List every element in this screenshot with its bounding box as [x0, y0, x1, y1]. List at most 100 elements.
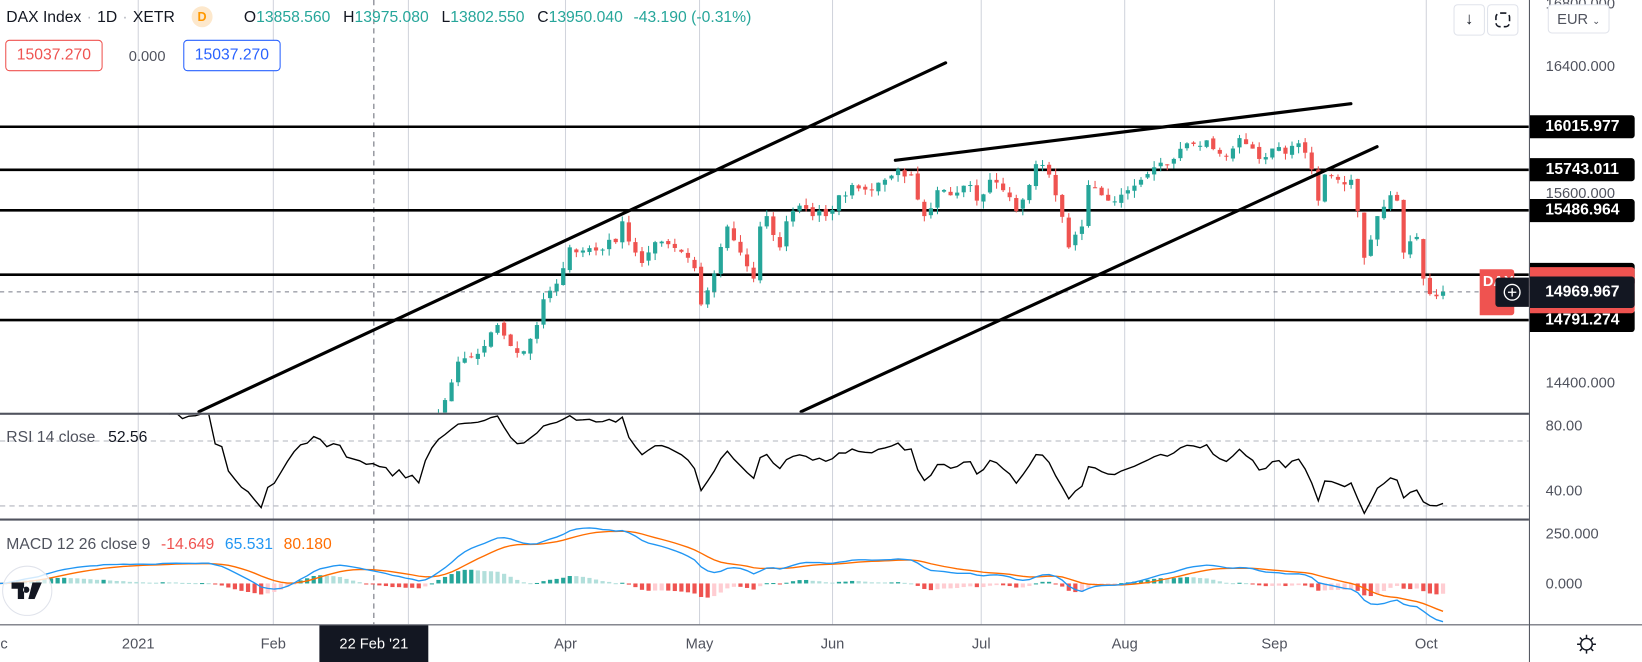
macd-histogram-bar: [1440, 583, 1446, 594]
candle-body: [600, 249, 605, 251]
candle-body: [659, 241, 664, 244]
macd-histogram-bar: [1355, 583, 1360, 591]
candle-body: [358, 457, 362, 458]
macd-histogram-bar: [804, 579, 809, 584]
fullscreen-button[interactable]: [1487, 4, 1519, 36]
macd-histogram-bar: [1250, 583, 1255, 585]
macd-histogram-bar: [817, 581, 822, 584]
price-tick-label: 14400.000: [1545, 373, 1615, 391]
candle-body: [390, 466, 394, 472]
macd-histogram-bar: [193, 583, 198, 585]
rsi-title[interactable]: RSI 14 close: [6, 428, 96, 447]
macd-histogram-bar: [278, 583, 283, 590]
trend-line-upper-channel[interactable]: [197, 61, 948, 413]
macd-histogram-bar: [226, 583, 231, 588]
candle-body: [239, 496, 243, 505]
macd-histogram-bar: [712, 583, 717, 597]
macd-histogram-bar: [416, 583, 421, 589]
macd-histogram-bar: [1329, 583, 1334, 591]
macd-histogram-bar: [108, 580, 113, 584]
candle-body: [725, 226, 730, 249]
macd-histogram-bar: [1020, 583, 1025, 588]
currency-dropdown[interactable]: EUR ⌄: [1547, 4, 1610, 34]
symbol-name[interactable]: DAX Index: [6, 7, 82, 26]
macd-histogram-bar: [199, 583, 205, 585]
candle-body: [1046, 164, 1052, 175]
macd-histogram-bar: [1408, 583, 1413, 590]
close-label: C: [537, 7, 549, 26]
rsi-legend: RSI 14 close 52.56: [6, 428, 147, 446]
macd-histogram-bar: [1165, 578, 1170, 584]
delayed-badge[interactable]: D: [191, 6, 213, 28]
price-pane: [0, 61, 1529, 513]
trend-line-lower-channel[interactable]: [799, 145, 1379, 413]
candle-body: [88, 500, 92, 505]
macd-histogram-bar: [705, 583, 710, 598]
pane-divider[interactable]: [0, 412, 1642, 415]
macd-histogram-bar: [620, 582, 625, 584]
time-label: Sep: [1261, 634, 1288, 652]
candle-body: [279, 500, 283, 513]
pane-divider[interactable]: [0, 518, 1642, 521]
macd-histogram-bar: [863, 581, 868, 584]
buy-button[interactable]: 15037.270: [183, 39, 281, 72]
candle-body: [462, 358, 467, 363]
candle-body: [69, 508, 73, 509]
time-axis[interactable]: ec 2021 Feb Apr May Jun Jul Aug Sep Oct …: [0, 624, 1529, 662]
candle-body: [305, 453, 309, 458]
settings-button[interactable]: [1529, 624, 1642, 662]
macd-histogram-bar: [219, 583, 224, 586]
open-label: O: [243, 7, 257, 26]
candle-body: [731, 228, 737, 241]
candle-body: [902, 170, 907, 177]
interval[interactable]: 1D: [97, 7, 118, 26]
trend-lines[interactable]: [197, 61, 1379, 413]
candle-body: [1001, 183, 1006, 191]
trend-line-resistance[interactable]: [893, 102, 1353, 162]
macd-histogram-bar: [784, 582, 789, 584]
candle-body: [82, 503, 86, 504]
macd-histogram-bar: [961, 583, 966, 588]
macd-histogram-bar: [974, 583, 979, 588]
candle-body: [1138, 179, 1144, 185]
add-alert-button[interactable]: [1495, 277, 1529, 307]
macd-histogram-bar: [1434, 583, 1439, 595]
sell-button[interactable]: 15037.270: [5, 39, 103, 72]
macd-histogram-bar: [324, 575, 329, 584]
macd-histogram-bar: [1217, 581, 1222, 584]
price-axis[interactable]: 16800.00016400.00015600.00014400.00080.0…: [1479, 0, 1642, 662]
grid-lines: [0, 0, 1529, 625]
candle-body: [554, 283, 559, 292]
macd-histogram-bar: [790, 581, 796, 584]
macd-histogram-bar: [1283, 583, 1288, 587]
candle-body: [213, 460, 217, 473]
candle-body: [1401, 199, 1406, 253]
macd-title[interactable]: MACD 12 26 close 9: [6, 535, 151, 554]
macd-histogram-bar: [127, 581, 132, 584]
candle-body: [941, 189, 947, 192]
candle-body: [1342, 182, 1347, 185]
candle-body: [823, 208, 828, 217]
scroll-to-latest-button[interactable]: ↓: [1453, 4, 1485, 36]
macd-histogram-bar: [423, 583, 428, 587]
macd-histogram-bar: [679, 583, 684, 592]
macd-histogram-bar: [797, 580, 802, 584]
macd-histogram-bar: [1073, 583, 1078, 593]
candle-body: [141, 485, 145, 486]
chart-canvas[interactable]: [0, 0, 1529, 625]
plus-circle-icon: [1503, 283, 1521, 301]
macd-histogram-bar: [830, 582, 835, 584]
macd-histogram-bar: [1427, 583, 1433, 594]
candle-body: [226, 476, 230, 490]
candle-body: [351, 455, 355, 456]
tradingview-logo[interactable]: [2, 565, 53, 616]
candle-body: [646, 252, 651, 261]
candle-body: [994, 179, 999, 183]
macd-histogram-bar: [1289, 583, 1295, 586]
candle-body: [718, 247, 723, 274]
macd-histogram-bar: [259, 583, 264, 595]
macd-histogram-bar: [948, 583, 953, 589]
candle-body: [1217, 149, 1222, 154]
candle-body: [705, 290, 710, 305]
